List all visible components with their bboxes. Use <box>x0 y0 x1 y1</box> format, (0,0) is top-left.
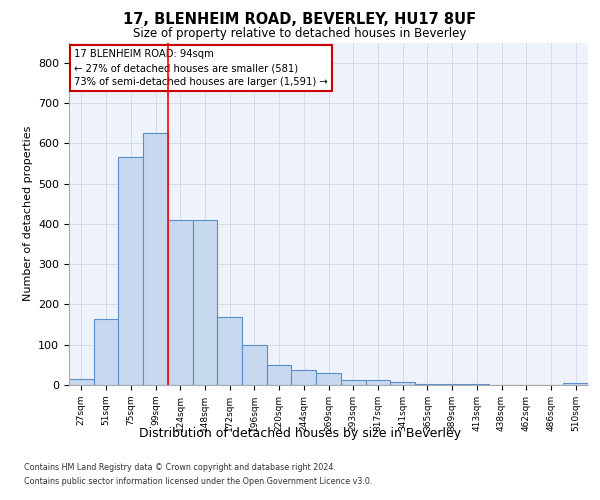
Bar <box>365 380 390 385</box>
Bar <box>168 220 193 385</box>
Bar <box>390 382 415 385</box>
Bar <box>464 384 489 385</box>
Bar <box>341 380 365 385</box>
Bar <box>217 316 242 385</box>
Y-axis label: Number of detached properties: Number of detached properties <box>23 126 32 302</box>
Bar <box>143 133 168 385</box>
Text: Contains public sector information licensed under the Open Government Licence v3: Contains public sector information licen… <box>24 478 373 486</box>
Text: 17, BLENHEIM ROAD, BEVERLEY, HU17 8UF: 17, BLENHEIM ROAD, BEVERLEY, HU17 8UF <box>124 12 476 28</box>
Text: 17 BLENHEIM ROAD: 94sqm
← 27% of detached houses are smaller (581)
73% of semi-d: 17 BLENHEIM ROAD: 94sqm ← 27% of detache… <box>74 50 328 88</box>
Bar <box>316 373 341 385</box>
Bar <box>267 365 292 385</box>
Bar <box>94 318 118 385</box>
Bar <box>193 220 217 385</box>
Text: Contains HM Land Registry data © Crown copyright and database right 2024.: Contains HM Land Registry data © Crown c… <box>24 462 336 471</box>
Bar <box>415 384 440 385</box>
Bar <box>69 379 94 385</box>
Bar <box>563 383 588 385</box>
Text: Distribution of detached houses by size in Beverley: Distribution of detached houses by size … <box>139 428 461 440</box>
Bar <box>440 384 464 385</box>
Bar <box>242 344 267 385</box>
Text: Size of property relative to detached houses in Beverley: Size of property relative to detached ho… <box>133 28 467 40</box>
Bar <box>118 158 143 385</box>
Bar <box>292 370 316 385</box>
